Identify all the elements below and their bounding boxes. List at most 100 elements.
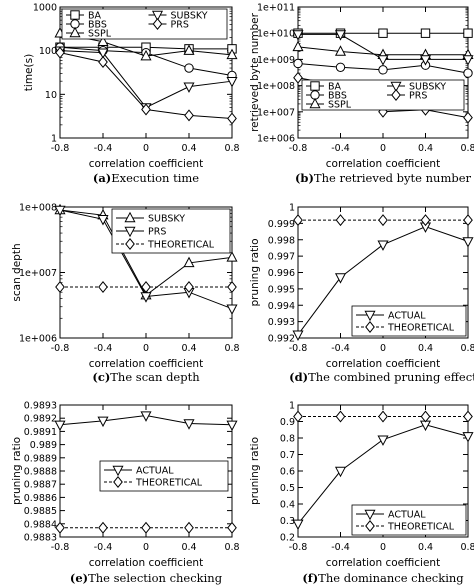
- y-tick-label: 0.996: [268, 268, 295, 279]
- legend-marker-subsky: [124, 211, 136, 223]
- data-point-prs: [55, 46, 65, 59]
- y-tick-label: 1e+006: [257, 134, 295, 145]
- x-tick-label: 0.8: [224, 343, 239, 354]
- x-tick-label: 0.8: [460, 143, 474, 154]
- data-point-actual: [292, 519, 304, 531]
- y-tick-label: 0.5: [280, 483, 295, 494]
- data-point-prs: [54, 205, 66, 217]
- x-tick-label: 0: [380, 343, 386, 354]
- legend-label-subsky: SUBSKY: [148, 214, 185, 225]
- legend-label-prs: PRS: [171, 20, 189, 31]
- data-point-theoretical: [141, 521, 151, 534]
- x-tick-label: 0.4: [418, 143, 433, 154]
- y-axis-label: time(s): [23, 54, 35, 91]
- caption-text: The scan depth: [110, 370, 200, 384]
- data-point-theoretical: [335, 214, 346, 227]
- y-tick-label: 0.999: [268, 219, 295, 230]
- data-point-theoretical: [227, 521, 237, 534]
- data-point-actual: [226, 420, 238, 432]
- data-point-bbs: [293, 58, 303, 69]
- data-point-theoretical: [141, 281, 151, 294]
- legend-label-ba: BA: [328, 82, 342, 93]
- caption-text: The retrieved byte number: [314, 171, 472, 185]
- y-tick-label: 0.994: [268, 301, 295, 312]
- x-tick-label: 0: [380, 143, 386, 154]
- legend-label-bbs: BBS: [328, 91, 347, 102]
- legend-label-sspl: SSPL: [88, 29, 112, 40]
- data-point-sspl: [183, 44, 195, 55]
- chart-b: 1e+006 1e+007 1e+008 1e+009 1e+010 1e+011 -0.8…: [249, 3, 474, 186]
- data-point-prs: [227, 112, 237, 125]
- y-tick-label: 0.7: [280, 450, 295, 461]
- data-point-actual: [54, 420, 66, 432]
- caption-tag: (f): [302, 571, 318, 585]
- y-tick-label: 0.998: [268, 235, 295, 246]
- y-tick-label: 0.9888: [24, 467, 57, 478]
- y-tick-label: 0.9889: [24, 453, 57, 464]
- data-point-ba: [463, 28, 473, 38]
- chart-a: 1 10 100 1000 -0.8 -0.4 0 0.4 0.8 correlation coe…: [23, 3, 240, 186]
- y-tick-label: 0.997: [268, 252, 295, 263]
- x-tick-label: 0.8: [460, 542, 474, 553]
- legend-marker-theoretical: [113, 476, 123, 488]
- y-tick-label: 0.993: [268, 317, 295, 328]
- y-tick-label: 1e+011: [257, 3, 295, 14]
- legend-label-actual: ACTUAL: [388, 311, 426, 322]
- x-tick-label: -0.8: [51, 143, 70, 154]
- data-point-subsky: [419, 55, 432, 66]
- caption-tag: (d): [289, 370, 308, 384]
- data-point-theoretical: [184, 521, 194, 534]
- chart-caption: (c)The scan depth: [92, 370, 200, 384]
- data-point-theoretical: [293, 214, 303, 227]
- data-point-theoretical: [293, 410, 303, 423]
- y-axis-label: retrieved byte number: [249, 12, 261, 131]
- x-tick-label: -0.8: [51, 542, 70, 553]
- data-point-sspl: [226, 48, 238, 60]
- chart-caption: (d)The combined pruning effect: [289, 370, 474, 384]
- legend-marker-theoretical: [365, 321, 375, 333]
- y-tick-label: 100: [39, 46, 57, 57]
- data-point-actual: [377, 435, 389, 446]
- y-tick-label: 0.9891: [24, 427, 57, 438]
- legend-marker-theoretical: [125, 238, 135, 250]
- caption-tag: (a): [93, 171, 111, 185]
- x-tick-label: -0.4: [94, 143, 113, 154]
- legend-label-theoretical: THEORETICAL: [147, 240, 215, 251]
- data-point-subsky: [292, 30, 304, 41]
- legend-label-ba: BA: [88, 11, 102, 22]
- caption-tag: (c): [92, 370, 110, 384]
- data-point-ba: [378, 28, 388, 38]
- legend-marker-ba: [70, 10, 80, 20]
- caption-text: Execution time: [111, 171, 199, 185]
- data-point-actual: [292, 330, 304, 341]
- data-point-theoretical: [55, 281, 65, 294]
- x-axis-label: correlation coefficient: [326, 358, 440, 370]
- data-point-bbs: [184, 63, 194, 73]
- data-point-subsky: [462, 55, 474, 66]
- data-point-subsky: [226, 251, 238, 262]
- legend-label-subsky: SUBSKY: [171, 11, 208, 22]
- legend-label-theoretical: THEORETICAL: [135, 478, 203, 489]
- chart-d: 0.992 0.993 0.994 0.995 0.996 0.997 0.998 0.999…: [249, 203, 474, 385]
- x-tick-label: -0.4: [331, 542, 350, 553]
- data-point-ba: [420, 28, 431, 38]
- data-point-sspl: [334, 45, 347, 56]
- data-point-subsky: [334, 30, 347, 41]
- chart-e: 0.9883 0.9884 0.9885 0.9886 0.9887 0.9888 0.98…: [11, 401, 240, 586]
- x-tick-label: 0.4: [418, 343, 433, 354]
- data-point-prs: [98, 56, 108, 68]
- chart-caption: (e)The selection checking: [70, 571, 223, 585]
- legend-marker-prs: [124, 226, 136, 238]
- data-point-sspl: [292, 40, 304, 52]
- y-tick-label: 1: [289, 401, 295, 412]
- y-tick-label: 1e+007: [257, 107, 295, 118]
- y-tick-label: 0.4: [280, 500, 295, 511]
- chart-c: 1e+006 1e+007 1e+008 -0.8 -0.4 0 0.4 0.8 correla…: [11, 203, 240, 385]
- data-point-theoretical: [463, 410, 473, 423]
- chart-caption: (a)Execution time: [93, 171, 199, 185]
- chart-f: 0.2 0.3 0.4 0.5 0.6 0.7 0.8 0.9 1 -0.8 -0.4 0 0.4 0.8…: [249, 401, 474, 586]
- data-point-theoretical: [55, 521, 65, 534]
